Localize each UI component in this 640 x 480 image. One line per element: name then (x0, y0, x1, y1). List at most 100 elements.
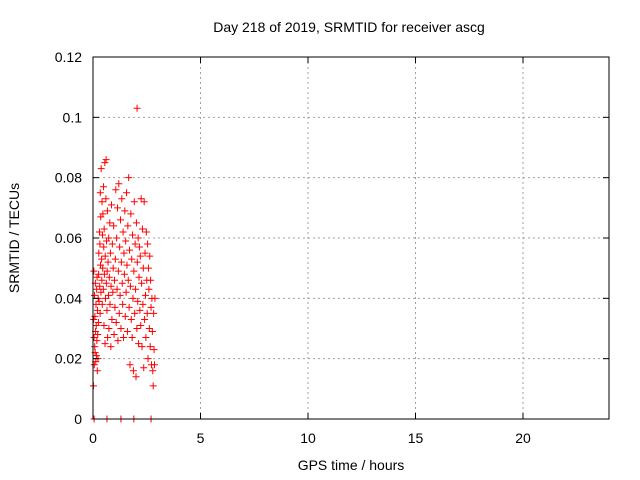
data-point (105, 234, 113, 242)
data-point (140, 198, 148, 206)
data-point (130, 267, 138, 275)
data-point (113, 234, 121, 242)
plot-frame (92, 56, 610, 420)
data-point (95, 249, 103, 257)
data-point (111, 276, 118, 284)
data-point (123, 189, 131, 197)
data-point (115, 180, 123, 188)
data-point (143, 309, 151, 317)
data-point (126, 246, 134, 254)
data-point (120, 249, 128, 257)
data-point (134, 234, 142, 242)
data-point (144, 240, 152, 248)
y-tick-label: 0.06 (55, 230, 82, 246)
data-point (148, 328, 156, 336)
data-point (122, 288, 130, 296)
data-point (106, 300, 114, 308)
data-point (107, 201, 115, 209)
data-point (146, 343, 154, 351)
data-point (133, 258, 141, 266)
data-point (94, 318, 102, 326)
data-point (120, 334, 128, 342)
data-point (93, 285, 101, 293)
data-point (92, 300, 100, 308)
data-point (141, 249, 149, 257)
data-point (119, 228, 127, 236)
data-point (91, 312, 99, 320)
y-tick-label: 0 (74, 411, 82, 427)
axis-ticks: 0 0.02 0.04 0.06 0.08 0.1 0.12 0 5 10 15 20 (55, 49, 609, 446)
data-point (106, 249, 114, 257)
data-point (149, 382, 157, 390)
data-point (91, 343, 99, 351)
data-point (128, 255, 136, 263)
data-point (93, 367, 101, 375)
x-tick-label: 5 (197, 430, 205, 446)
data-point (124, 276, 132, 284)
y-tick-label: 0.04 (55, 290, 82, 306)
data-point (129, 367, 137, 375)
data-point (104, 258, 112, 266)
data-point (93, 273, 101, 281)
data-points (89, 104, 159, 423)
data-point (145, 325, 153, 332)
data-point (95, 228, 103, 236)
data-point (134, 297, 142, 305)
data-point (90, 361, 98, 369)
data-point (98, 300, 106, 308)
data-point (126, 361, 134, 369)
data-point (141, 291, 149, 299)
data-point (129, 231, 137, 239)
data-point (146, 252, 154, 260)
data-point (90, 315, 98, 323)
data-point (137, 195, 145, 203)
data-point (105, 273, 113, 281)
x-axis-label: GPS time / hours (298, 457, 405, 473)
data-point (100, 243, 108, 251)
data-point (125, 303, 133, 311)
data-point (115, 309, 123, 317)
x-tick-label: 0 (89, 430, 97, 446)
data-point (92, 352, 100, 360)
data-point (121, 207, 129, 215)
data-point (121, 312, 129, 320)
data-point (144, 355, 152, 363)
data-point (102, 195, 110, 203)
data-point (105, 325, 113, 332)
data-point (114, 204, 122, 212)
data-point (127, 210, 135, 218)
data-point (150, 346, 158, 354)
data-point (116, 243, 124, 251)
data-point (103, 207, 111, 215)
data-point (108, 240, 116, 248)
x-tick-label: 10 (300, 430, 316, 446)
data-point (103, 267, 111, 275)
data-point (135, 243, 143, 251)
data-point (99, 210, 107, 218)
data-point (101, 252, 109, 260)
data-point (147, 276, 155, 284)
data-point (138, 279, 146, 287)
data-point (145, 285, 153, 293)
data-point (114, 267, 122, 275)
data-point (150, 309, 158, 317)
data-point (136, 252, 144, 260)
data-point (110, 331, 118, 339)
data-point (107, 343, 115, 351)
x-tick-label: 15 (408, 430, 424, 446)
data-point (125, 174, 133, 182)
data-point (116, 291, 124, 299)
data-point (100, 225, 108, 233)
data-point (120, 270, 128, 278)
y-tick-label: 0.08 (55, 170, 82, 186)
data-point (111, 303, 119, 311)
data-point (126, 282, 134, 290)
data-point (132, 285, 140, 293)
data-point (90, 267, 98, 275)
data-point (142, 334, 150, 342)
data-point (117, 325, 125, 332)
data-point (128, 334, 136, 342)
data-point (142, 228, 150, 236)
data-point (127, 315, 135, 323)
